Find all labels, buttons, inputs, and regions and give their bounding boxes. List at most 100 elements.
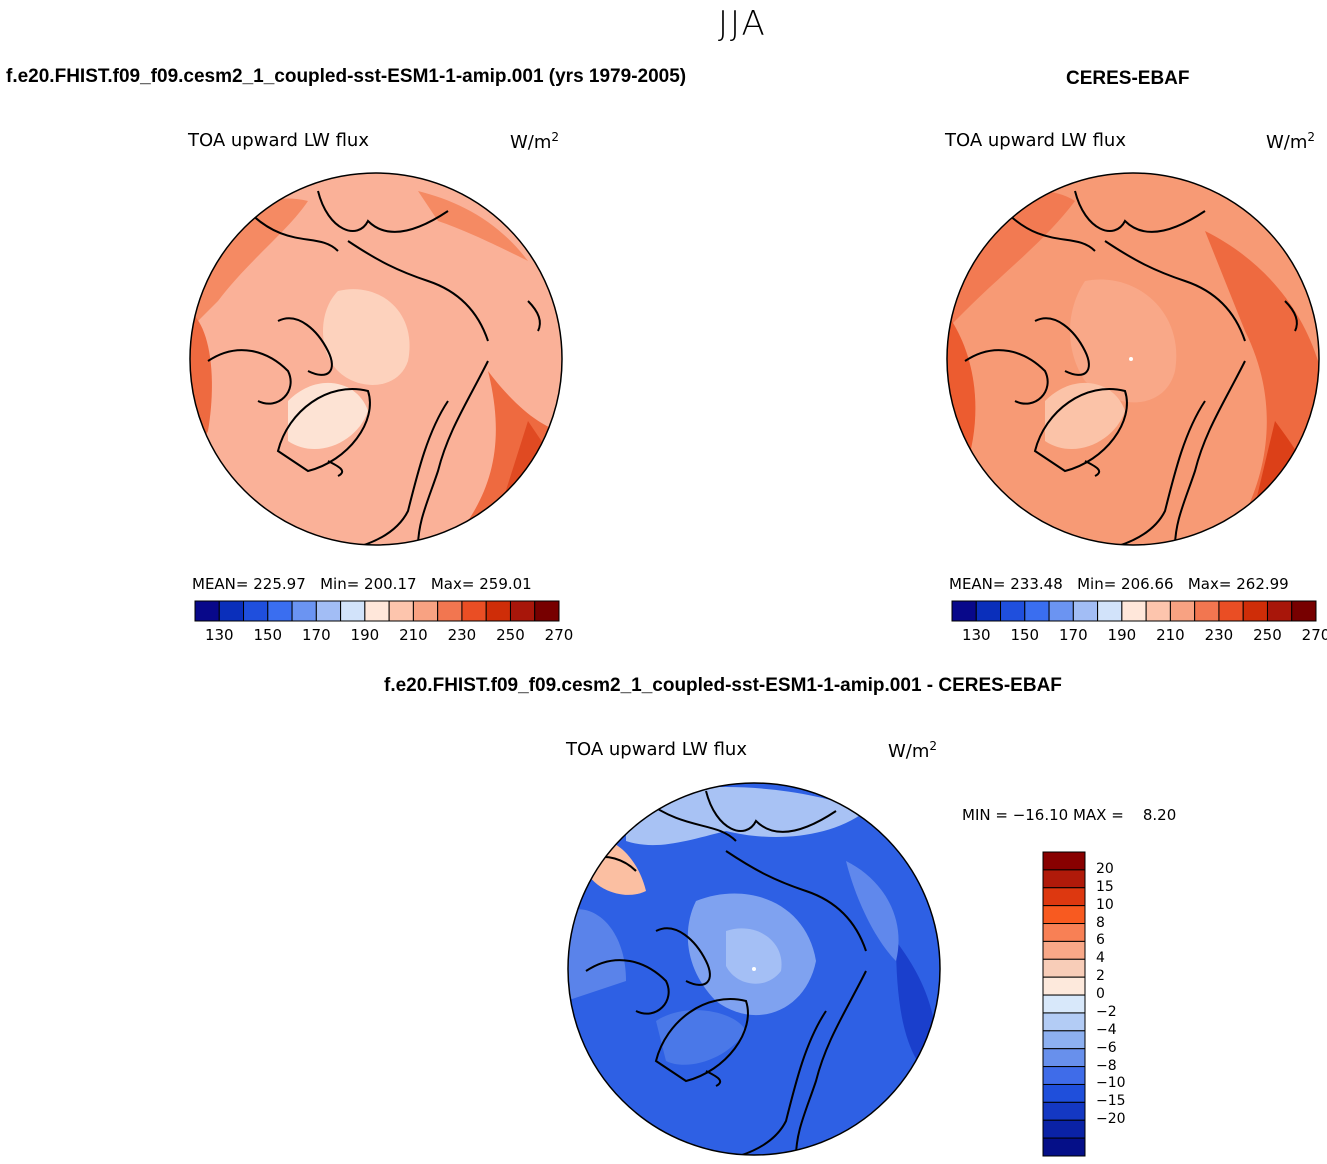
obs-min: 206.66 (1121, 575, 1174, 593)
diff-polar-map (567, 782, 941, 1156)
colorbar-tick-label: 4 (1096, 950, 1105, 967)
colorbar-swatch (1042, 976, 1086, 996)
colorbar-swatch (1042, 994, 1086, 1014)
colorbar-tick-label: 270 (544, 626, 574, 644)
colorbar-swatch (1042, 869, 1086, 889)
colorbar-swatch (243, 600, 269, 622)
colorbar-swatch (1194, 600, 1220, 622)
model-colorbar (194, 600, 560, 622)
diff-units-label: W/m2 (888, 739, 938, 762)
colorbar-tick-label: 270 (1301, 626, 1327, 644)
colorbar-swatch (315, 600, 342, 622)
colorbar-tick-label: 130 (204, 626, 234, 644)
colorbar-swatch (340, 600, 366, 622)
model-mean: 225.97 (253, 575, 306, 593)
colorbar-swatch (1042, 887, 1086, 907)
model-panel-title: f.e20.FHIST.f09_f09.cesm2_1_coupled-sst-… (6, 66, 687, 87)
colorbar-swatch (461, 600, 487, 622)
colorbar-tick-label: 150 (253, 626, 283, 644)
colorbar-swatch (1042, 1066, 1086, 1085)
colorbar-swatch (194, 600, 220, 622)
obs-max: 262.99 (1236, 575, 1289, 593)
model-units-label: W/m2 (510, 130, 560, 153)
colorbar-tick-label: −10 (1096, 1075, 1126, 1092)
colorbar-swatch (1042, 1137, 1086, 1157)
obs-panel-title: CERES-EBAF (1066, 68, 1190, 89)
colorbar-tick-label: 210 (399, 626, 428, 644)
colorbar-tick-label: −2 (1096, 1003, 1117, 1020)
colorbar-tick-label: −4 (1096, 1021, 1117, 1038)
colorbar-swatch (1000, 600, 1026, 622)
colorbar-swatch (1048, 600, 1074, 622)
colorbar-swatch (1042, 851, 1086, 871)
season-title: JJA (718, 4, 767, 44)
colorbar-swatch (1042, 1048, 1086, 1068)
colorbar-swatch (534, 600, 560, 622)
colorbar-tick-label: 250 (496, 626, 525, 644)
obs-stats: MEAN= 233.48 Min= 206.66 Max= 262.99 (949, 575, 1289, 593)
model-field-label: TOA upward LW flux (188, 130, 369, 151)
colorbar-swatch (1145, 600, 1171, 622)
colorbar-tick-label: 10 (1096, 896, 1114, 913)
colorbar-tick-label: 170 (1059, 626, 1088, 644)
model-polar-map (189, 172, 563, 546)
colorbar-tick-label: −15 (1096, 1093, 1126, 1110)
colorbar-tick-label: 190 (1107, 626, 1137, 644)
colorbar-swatch (218, 600, 245, 622)
colorbar-tick-label: 170 (302, 626, 331, 644)
colorbar-swatch (485, 600, 511, 622)
colorbar-tick-label: −20 (1096, 1111, 1126, 1128)
colorbar-swatch (267, 600, 293, 622)
diff-minmax: MIN = −16.10 MAX = 8.20 (962, 806, 1177, 824)
colorbar-tick-label: −8 (1096, 1057, 1117, 1074)
obs-colorbar-ticks: 130 150 170 190 210 230 250 270 (952, 626, 1327, 646)
colorbar-swatch (1042, 940, 1086, 960)
obs-colorbar (951, 600, 1317, 622)
colorbar-swatch (1291, 600, 1317, 622)
colorbar-tick-label: 6 (1096, 932, 1105, 949)
obs-units-label: W/m2 (1266, 130, 1316, 153)
colorbar-swatch (1169, 600, 1196, 622)
obs-mean: 233.48 (1010, 575, 1063, 593)
obs-polar-map (946, 172, 1320, 546)
colorbar-swatch (951, 600, 977, 622)
colorbar-swatch (1042, 905, 1086, 925)
model-min: 200.17 (364, 575, 417, 593)
colorbar-tick-label: 230 (1204, 626, 1234, 644)
colorbar-swatch (975, 600, 1002, 622)
colorbar-tick-label: 0 (1096, 986, 1105, 1003)
colorbar-tick-label: 2 (1096, 968, 1105, 985)
colorbar-swatch (1072, 600, 1099, 622)
colorbar-swatch (1097, 600, 1123, 622)
model-max: 259.01 (479, 575, 532, 593)
model-stats: MEAN= 225.97 Min= 200.17 Max= 259.01 (192, 575, 532, 593)
colorbar-swatch (1042, 1030, 1086, 1050)
colorbar-swatch (388, 600, 414, 622)
colorbar-swatch (1042, 1012, 1086, 1032)
colorbar-tick-label: 230 (447, 626, 477, 644)
colorbar-swatch (509, 600, 536, 622)
colorbar-swatch (437, 600, 463, 622)
diff-colorbar (1042, 851, 1086, 1157)
model-colorbar-ticks: 130 150 170 190 210 230 250 270 (195, 626, 573, 646)
diff-field-label: TOA upward LW flux (566, 739, 747, 760)
colorbar-swatch (1121, 600, 1147, 622)
colorbar-swatch (1042, 1119, 1086, 1139)
colorbar-tick-label: 210 (1156, 626, 1185, 644)
obs-field-label: TOA upward LW flux (945, 130, 1126, 151)
colorbar-swatch (1242, 600, 1268, 622)
diff-colorbar-ticks: 20 15 10 8 6 4 2 0 −2 −4 −6 −8 −10 −15 −20 (1096, 852, 1156, 1156)
colorbar-tick-label: 15 (1096, 878, 1114, 895)
colorbar-swatch (1266, 600, 1293, 622)
colorbar-tick-label: 150 (1010, 626, 1040, 644)
colorbar-tick-label: 130 (961, 626, 991, 644)
colorbar-swatch (291, 600, 317, 622)
colorbar-swatch (1218, 600, 1244, 622)
colorbar-tick-label: −6 (1096, 1039, 1117, 1056)
colorbar-swatch (1042, 1101, 1086, 1121)
diff-panel-title: f.e20.FHIST.f09_f09.cesm2_1_coupled-sst-… (384, 675, 1062, 696)
colorbar-swatch (412, 600, 439, 622)
colorbar-swatch (1042, 923, 1086, 942)
colorbar-tick-label: 20 (1096, 860, 1114, 877)
colorbar-swatch (364, 600, 390, 622)
